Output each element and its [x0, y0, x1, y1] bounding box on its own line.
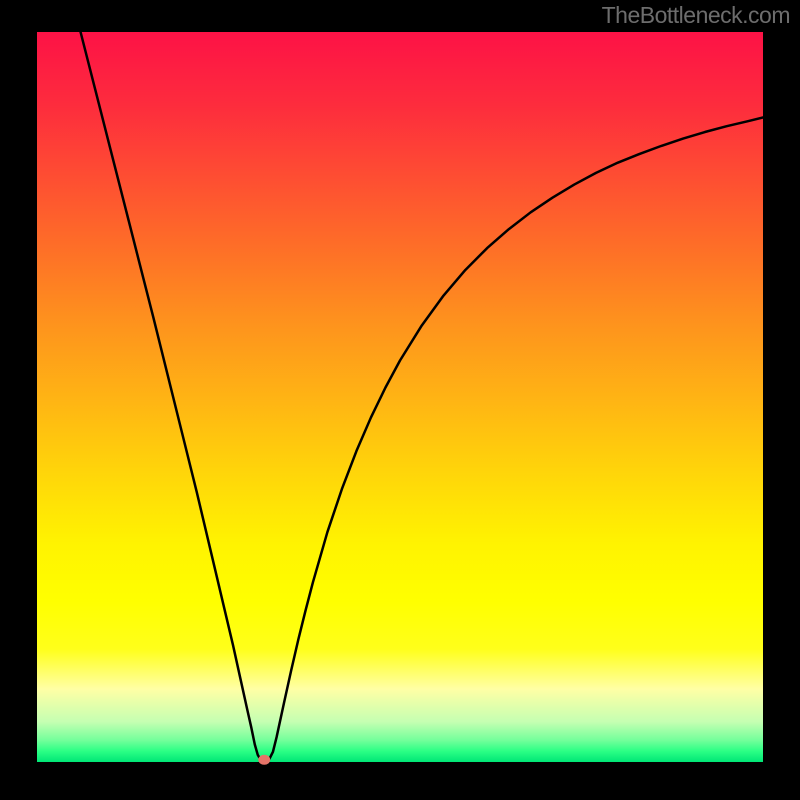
- plot-background: [37, 32, 763, 762]
- chart-container: TheBottleneck.com: [0, 0, 800, 800]
- minimum-marker: [258, 755, 270, 765]
- bottleneck-chart: [0, 0, 800, 800]
- watermark-text: TheBottleneck.com: [602, 2, 790, 29]
